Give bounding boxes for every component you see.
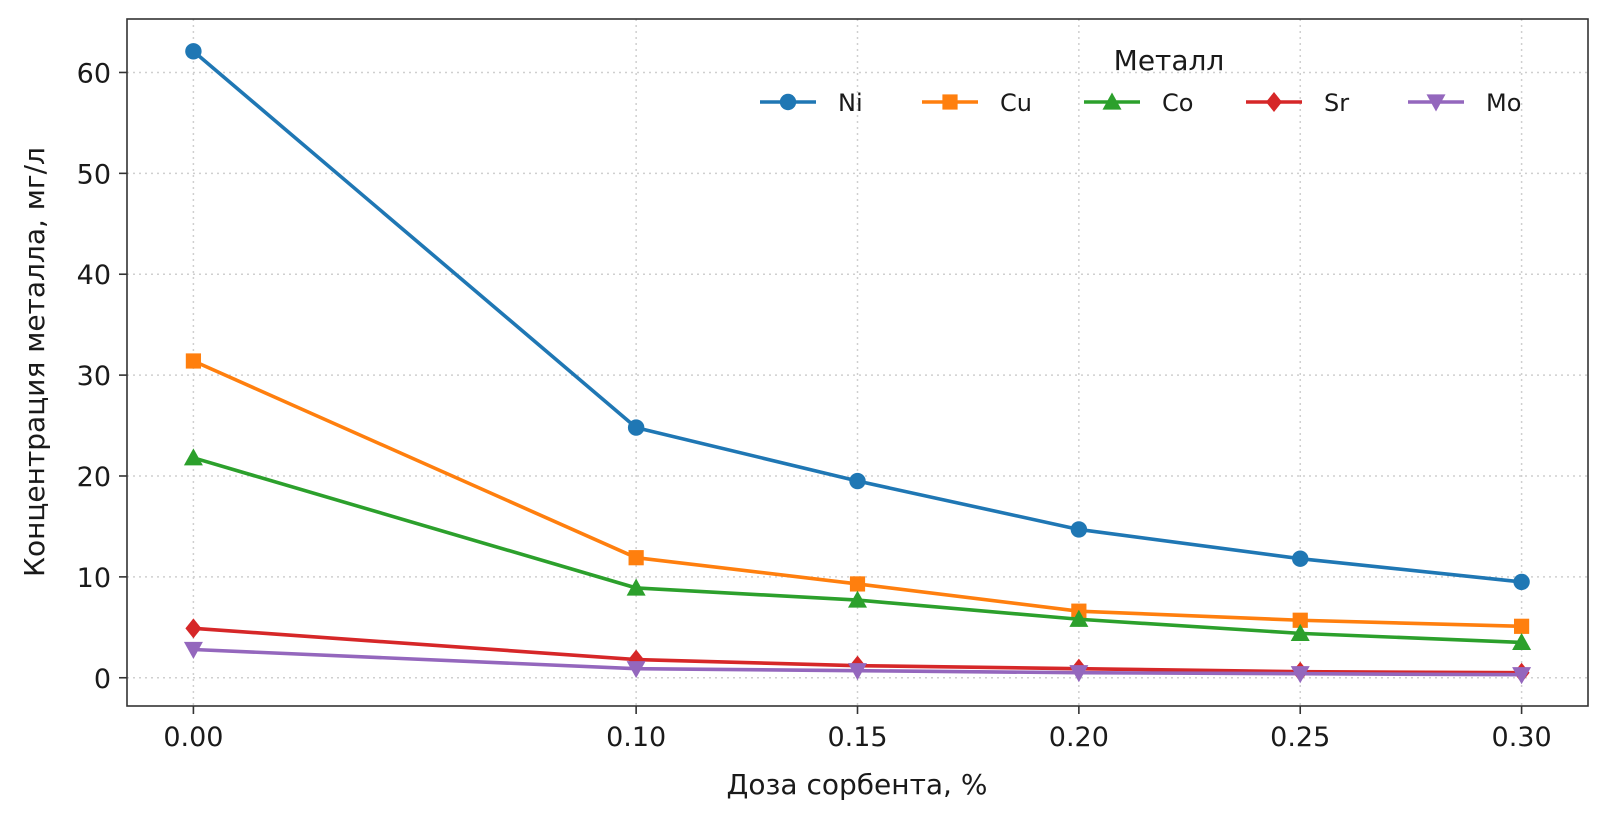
y-tick-label: 60 — [77, 58, 111, 89]
data-point-ni — [627, 419, 645, 436]
data-point-cu — [1513, 618, 1530, 634]
legend-marker-co — [1102, 92, 1122, 110]
data-point-mo — [848, 663, 867, 681]
x-tick-label: 0.25 — [1270, 722, 1330, 753]
data-point-mo — [626, 661, 646, 679]
legend-item-cu: Cu — [922, 89, 1032, 117]
legend-item-ni: Ni — [760, 89, 863, 117]
legend: Металл Ni Cu Co Sr Mo — [760, 44, 1521, 117]
data-point-mo — [1290, 666, 1310, 684]
x-axis-label: Доза сорбента, % — [727, 768, 988, 801]
legend-marker-sr — [1266, 92, 1282, 112]
data-point-co — [1512, 632, 1532, 651]
data-point-mo — [183, 641, 203, 660]
series-line-co — [191, 456, 1524, 645]
data-point-cu — [628, 550, 644, 566]
data-point-mo — [1069, 665, 1089, 683]
x-tick-label: 0.10 — [606, 722, 666, 753]
legend-label: Sr — [1324, 89, 1349, 117]
series-mo — [183, 641, 1532, 685]
x-tick-label: 0.20 — [1049, 722, 1109, 753]
legend-label: Cu — [1000, 89, 1032, 117]
series-line-ni — [191, 49, 1524, 584]
y-tick-label: 10 — [77, 563, 111, 594]
legend-item-mo: Mo — [1408, 89, 1521, 117]
plot-area — [183, 43, 1532, 685]
series-ni — [185, 43, 1530, 591]
y-tick-label: 20 — [77, 462, 111, 493]
series-co — [183, 448, 1532, 651]
series-line-cu — [191, 359, 1524, 629]
data-point-sr — [185, 618, 202, 639]
legend-marker-cu — [942, 94, 958, 110]
y-tick-label: 30 — [77, 361, 111, 392]
legend-items: Ni Cu Co Sr Mo — [760, 89, 1521, 117]
legend-item-co: Co — [1084, 89, 1193, 117]
data-point-cu — [1292, 612, 1308, 628]
legend-label: Ni — [838, 89, 863, 117]
data-point-ni — [1513, 573, 1530, 591]
x-tick-label: 0.00 — [163, 722, 223, 753]
y-tick-label: 40 — [77, 260, 111, 291]
y-axis-label: Концентрация металла, мг/л — [18, 147, 51, 577]
legend-marker-ni — [779, 93, 797, 111]
x-tick-label: 0.30 — [1492, 722, 1552, 753]
data-point-co — [183, 448, 203, 466]
series-line-sr — [191, 626, 1524, 675]
legend-item-sr: Sr — [1246, 89, 1349, 117]
data-point-cu — [185, 353, 202, 369]
legend-label: Mo — [1486, 89, 1521, 117]
data-point-co — [626, 578, 646, 596]
axis-ticks: 0.00 0.10 0.15 0.20 0.25 0.30 0 10 20 30 40 50 60 — [77, 58, 1552, 753]
series-cu — [185, 353, 1530, 634]
data-point-cu — [849, 576, 866, 592]
data-point-ni — [185, 43, 202, 60]
y-tick-label: 0 — [94, 664, 111, 695]
data-point-mo — [1512, 667, 1532, 685]
legend-marker-mo — [1426, 94, 1446, 112]
data-point-co — [1069, 609, 1089, 627]
legend-label: Co — [1162, 89, 1193, 117]
data-point-ni — [1070, 521, 1088, 538]
y-tick-label: 50 — [77, 159, 111, 190]
data-point-ni — [1292, 550, 1309, 567]
data-point-ni — [849, 472, 866, 490]
legend-title: Металл — [1114, 44, 1225, 77]
x-tick-label: 0.15 — [827, 722, 887, 753]
data-point-co — [848, 590, 867, 608]
series-line-mo — [191, 647, 1524, 677]
data-point-co — [1290, 623, 1310, 641]
